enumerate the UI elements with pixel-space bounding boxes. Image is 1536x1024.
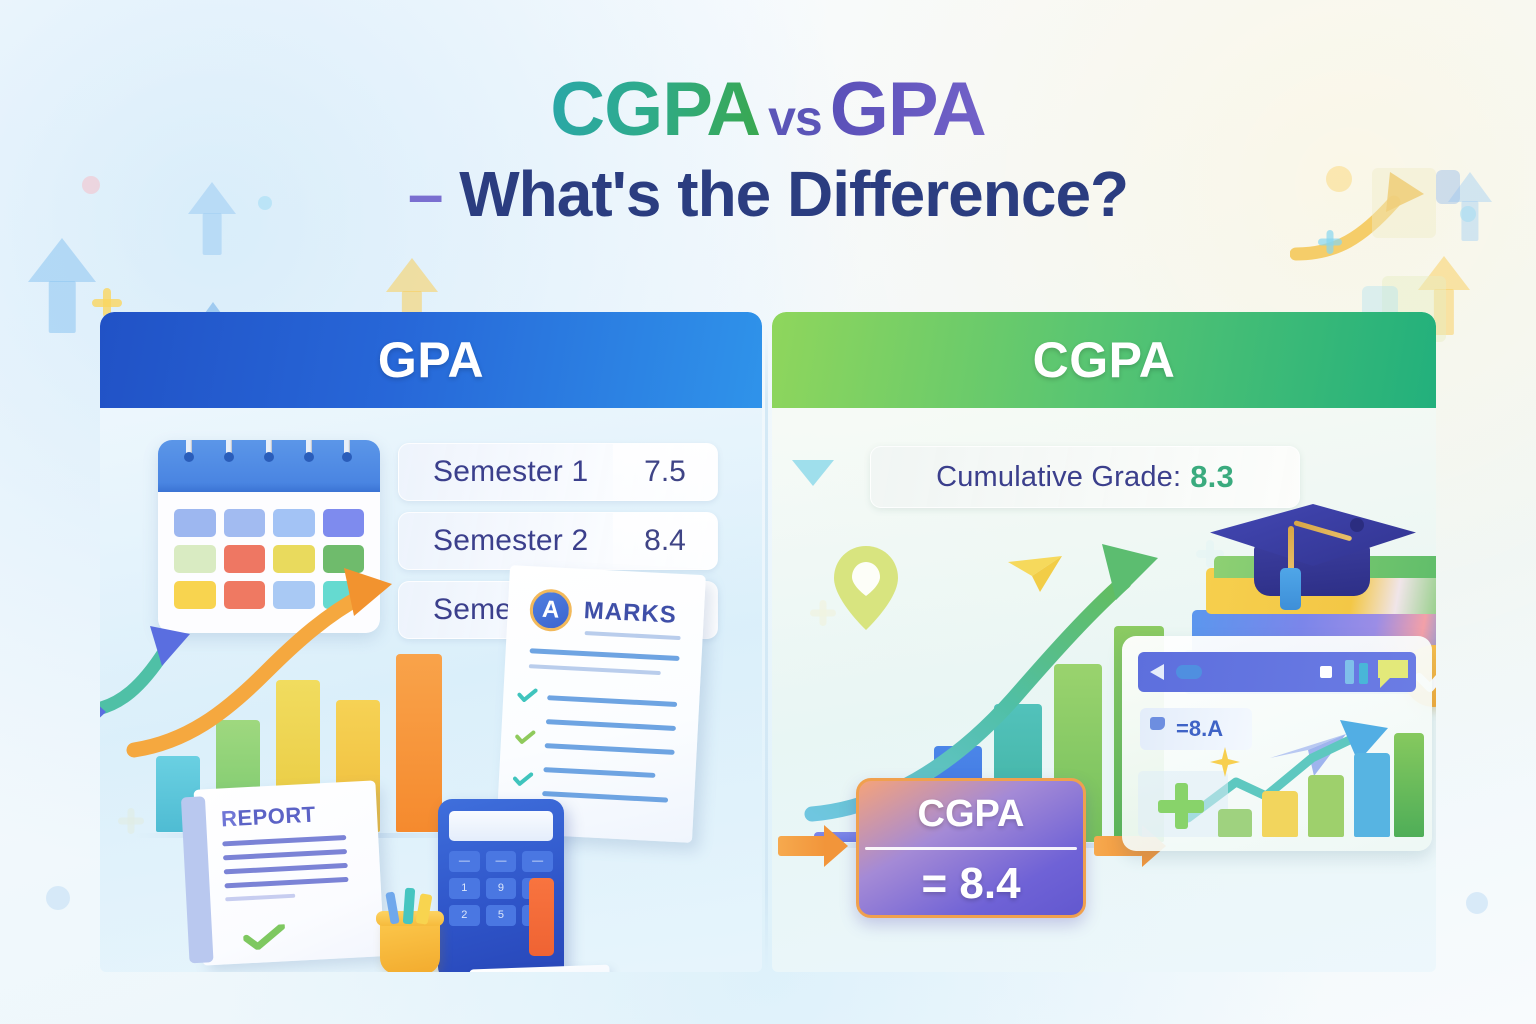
title-line-subtitle: – What's the Difference? <box>0 162 1536 226</box>
calculator-icon: — — —1 9 2 5 <box>438 799 564 972</box>
gpa-bar-5 <box>396 654 442 832</box>
cgpa-result-label: CGPA <box>917 793 1025 835</box>
back-arrow-icon <box>1150 664 1164 680</box>
dashboard-toolbar <box>1138 652 1416 692</box>
dashboard-bar-1 <box>1218 809 1252 837</box>
title-subtitle-text: What's the Difference? <box>459 158 1129 230</box>
report-document: REPORT <box>180 780 385 966</box>
semester-row-1[interactable]: Semester 1 7.5 <box>398 443 718 501</box>
dashboard-bar-2 <box>1262 791 1298 837</box>
calculator-equals-key <box>529 878 554 956</box>
plus-icon <box>1158 783 1204 829</box>
page-title: CGPA vs GPA – What's the Difference? <box>0 72 1536 227</box>
marks-title: MARKS <box>583 596 678 629</box>
cgpa-result-card[interactable]: CGPA = 8.4 <box>856 778 1086 918</box>
semester-value-1: 7.5 <box>613 444 717 500</box>
paper-plane-icon <box>1008 556 1062 592</box>
marks-check-icon-2 <box>515 730 536 745</box>
gpa-panel: GPA Semester 1 7.5 Semester 2 8.4 <box>100 312 762 972</box>
dashboard-spark-icon <box>1210 747 1240 777</box>
marks-document: A MARKS <box>496 565 706 843</box>
pencil-cup <box>376 887 444 972</box>
panel-divider <box>765 330 768 970</box>
gpa-panel-header: GPA <box>100 312 762 408</box>
title-dash: – <box>407 158 444 230</box>
cgpa-result-divider <box>865 847 1077 850</box>
decor-arrow-up-blue-1 <box>28 238 96 334</box>
grade-badge: A <box>528 588 573 633</box>
calendar-header <box>158 440 380 492</box>
calculator-screen <box>449 811 553 841</box>
title-gpa: GPA <box>829 67 987 152</box>
cgpa-result-value: = 8.4 <box>921 859 1021 908</box>
decor-dot-6 <box>46 886 70 910</box>
decor-triangle-teal <box>792 460 834 486</box>
semester-label-1: Semester 1 <box>433 455 589 488</box>
graduation-tassel-button <box>1350 518 1364 532</box>
marks-check-icon-1 <box>517 688 538 703</box>
cumulative-grade-label: Cumulative Grade: <box>936 460 1182 493</box>
marks-check-icon-3 <box>512 772 534 787</box>
semester-row-2[interactable]: Semester 2 8.4 <box>398 512 718 570</box>
cumulative-grade-chip[interactable]: Cumulative Grade: 8.3 <box>870 446 1300 508</box>
title-line-primary: CGPA vs GPA <box>0 72 1536 148</box>
calendar-grid <box>158 492 380 626</box>
decor-spark-5 <box>1318 230 1342 254</box>
dashboard-value-chip: =8.A <box>1140 708 1252 750</box>
calendar-icon <box>158 440 380 633</box>
report-title: REPORT <box>220 801 317 832</box>
cgpa-dashboard-card[interactable]: =8.A <box>1122 636 1432 851</box>
title-cgpa: CGPA <box>550 67 761 152</box>
dashboard-chip-text: =8.A <box>1176 716 1224 741</box>
dashboard-bar-3 <box>1308 775 1344 837</box>
graduation-tassel-tip <box>1280 568 1301 610</box>
dashboard-bar-5 <box>1394 733 1424 837</box>
semester-label-2: Semester 2 <box>433 524 589 557</box>
cgpa-panel: CGPA Cumulative Grade: 8.3 <box>772 312 1436 972</box>
dashboard-bar-4 <box>1354 753 1390 837</box>
decor-dot-7 <box>1466 892 1488 914</box>
comment-bubble-icon <box>1378 660 1408 688</box>
cgpa-panel-header: CGPA <box>772 312 1436 408</box>
cumulative-grade-value: 8.3 <box>1190 459 1234 494</box>
title-vs: vs <box>768 90 823 146</box>
semester-value-2: 8.4 <box>613 513 717 569</box>
flow-arrow-left <box>778 825 850 867</box>
report-check-icon <box>242 924 286 951</box>
graduation-tassel-drop <box>1288 526 1294 572</box>
